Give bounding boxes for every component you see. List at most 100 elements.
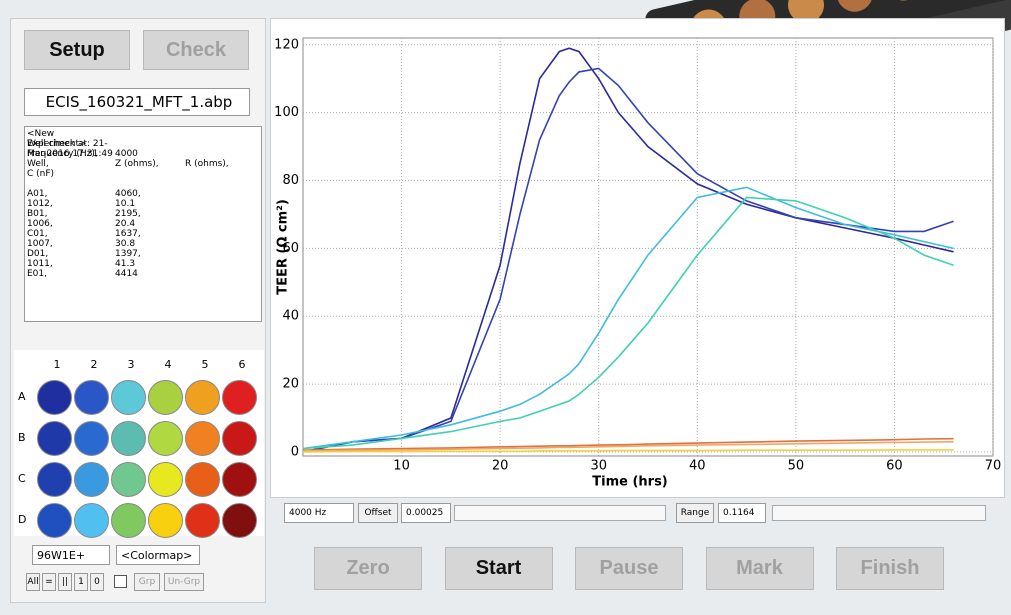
column-label: 4 xyxy=(161,358,175,371)
well[interactable] xyxy=(37,421,72,456)
group-button[interactable]: Un-Grp xyxy=(164,573,204,591)
column-label: 1 xyxy=(50,358,64,371)
log-cell: Frequency (Hz), xyxy=(27,149,115,159)
well[interactable] xyxy=(37,462,72,497)
select-button[interactable]: = xyxy=(42,573,56,591)
column-label: 3 xyxy=(124,358,138,371)
plot-area xyxy=(303,38,993,456)
well[interactable] xyxy=(185,380,220,415)
log-line: <New Experiment> xyxy=(27,129,259,139)
log-cell: E01, xyxy=(27,269,115,279)
log-line: C (nF) xyxy=(27,169,259,179)
well[interactable] xyxy=(185,503,220,538)
log-cell: 30.8 xyxy=(115,239,185,249)
frequency-dropdown[interactable]: 4000 Hz xyxy=(284,503,354,523)
plate-type-dropdown[interactable]: 96W1E+ xyxy=(32,545,110,565)
log-line: 1011,41.3 xyxy=(27,259,259,269)
log-line: Frequency (Hz),4000 xyxy=(27,149,259,159)
setup-button[interactable]: Setup xyxy=(24,30,130,70)
log-cell: 1011, xyxy=(27,259,115,269)
well[interactable] xyxy=(111,462,146,497)
well[interactable] xyxy=(148,380,183,415)
y-tick-label: 20 xyxy=(282,377,299,392)
row-label: A xyxy=(18,390,26,403)
log-cell: D01, xyxy=(27,249,115,259)
log-line: C01,1637, xyxy=(27,229,259,239)
well[interactable] xyxy=(222,503,257,538)
y-tick-label: 40 xyxy=(282,309,299,324)
log-line: 1007,30.8 xyxy=(27,239,259,249)
well[interactable] xyxy=(111,421,146,456)
log-cell: 41.3 xyxy=(115,259,185,269)
log-cell: 1006, xyxy=(27,219,115,229)
well[interactable] xyxy=(148,503,183,538)
select-button[interactable]: || xyxy=(58,573,72,591)
log-cell: 1397, xyxy=(115,249,185,259)
range-value[interactable]: 0.1164 xyxy=(718,503,766,523)
log-cell: B01, xyxy=(27,209,115,219)
well[interactable] xyxy=(74,462,109,497)
y-tick-label: 0 xyxy=(291,444,299,459)
log-line: 1006,20.4 xyxy=(27,219,259,229)
log-cell: C01, xyxy=(27,229,115,239)
log-cell: 10.1 xyxy=(115,199,185,209)
column-label: 6 xyxy=(235,358,249,371)
x-tick-label: 20 xyxy=(492,459,509,474)
well[interactable] xyxy=(222,421,257,456)
log-cell: 4060, xyxy=(115,189,185,199)
well[interactable] xyxy=(222,462,257,497)
well[interactable] xyxy=(111,503,146,538)
log-line: 1012,10.1 xyxy=(27,199,259,209)
offset-label: Offset xyxy=(358,503,398,523)
well[interactable] xyxy=(185,421,220,456)
well[interactable] xyxy=(37,380,72,415)
select-button[interactable]: 1 xyxy=(74,573,88,591)
x-tick-label: 60 xyxy=(886,459,903,474)
offset-slider[interactable] xyxy=(454,505,666,521)
x-axis-label: Time (hrs) xyxy=(592,475,668,490)
log-box: <New Experiment>Well check at: 21-Mar-20… xyxy=(24,126,262,322)
well[interactable] xyxy=(37,503,72,538)
check-button[interactable]: Check xyxy=(143,30,249,70)
log-line: Well check at: 21-Mar-2016 17:31:49 xyxy=(27,139,259,149)
well[interactable] xyxy=(74,503,109,538)
select-checkbox[interactable] xyxy=(114,575,127,588)
well[interactable] xyxy=(148,421,183,456)
colormap-dropdown[interactable]: <Colormap> xyxy=(116,545,200,565)
row-label: B xyxy=(18,431,26,444)
well[interactable] xyxy=(185,462,220,497)
x-tick-label: 70 xyxy=(985,459,1002,474)
x-tick-label: 30 xyxy=(590,459,607,474)
x-tick-label: 40 xyxy=(689,459,706,474)
action-button[interactable]: Start xyxy=(445,547,553,590)
well[interactable] xyxy=(74,380,109,415)
select-button[interactable]: 0 xyxy=(90,573,104,591)
y-tick-label: 100 xyxy=(274,105,299,120)
log-cell: <New Experiment> xyxy=(27,129,115,139)
select-button[interactable]: All xyxy=(26,573,40,591)
x-tick-label: 10 xyxy=(393,459,410,474)
action-button[interactable]: Zero xyxy=(314,547,422,590)
log-cell: Z (ohms), xyxy=(115,159,185,169)
range-label: Range xyxy=(676,503,714,523)
y-axis-label: TEER (Ω cm²) xyxy=(276,199,291,295)
file-name-field[interactable]: ECIS_160321_MFT_1.abp xyxy=(24,88,250,116)
well[interactable] xyxy=(148,462,183,497)
log-cell: A01, xyxy=(27,189,115,199)
offset-value[interactable]: 0.00025 xyxy=(401,503,451,523)
column-label: 2 xyxy=(87,358,101,371)
well[interactable] xyxy=(74,421,109,456)
group-button[interactable]: Grp xyxy=(134,573,160,591)
well[interactable] xyxy=(111,380,146,415)
row-label: C xyxy=(18,472,26,485)
action-button[interactable]: Finish xyxy=(836,547,944,590)
well[interactable] xyxy=(222,380,257,415)
log-cell: 1012, xyxy=(27,199,115,209)
log-line: A01,4060, xyxy=(27,189,259,199)
action-button[interactable]: Mark xyxy=(706,547,814,590)
app-window: Setup Check ECIS_160321_MFT_1.abp <New Expe… xyxy=(0,0,1011,615)
range-slider[interactable] xyxy=(772,505,986,521)
action-button[interactable]: Pause xyxy=(575,547,683,590)
log-cell: Well, xyxy=(27,159,115,169)
log-line: E01,4414 xyxy=(27,269,259,279)
